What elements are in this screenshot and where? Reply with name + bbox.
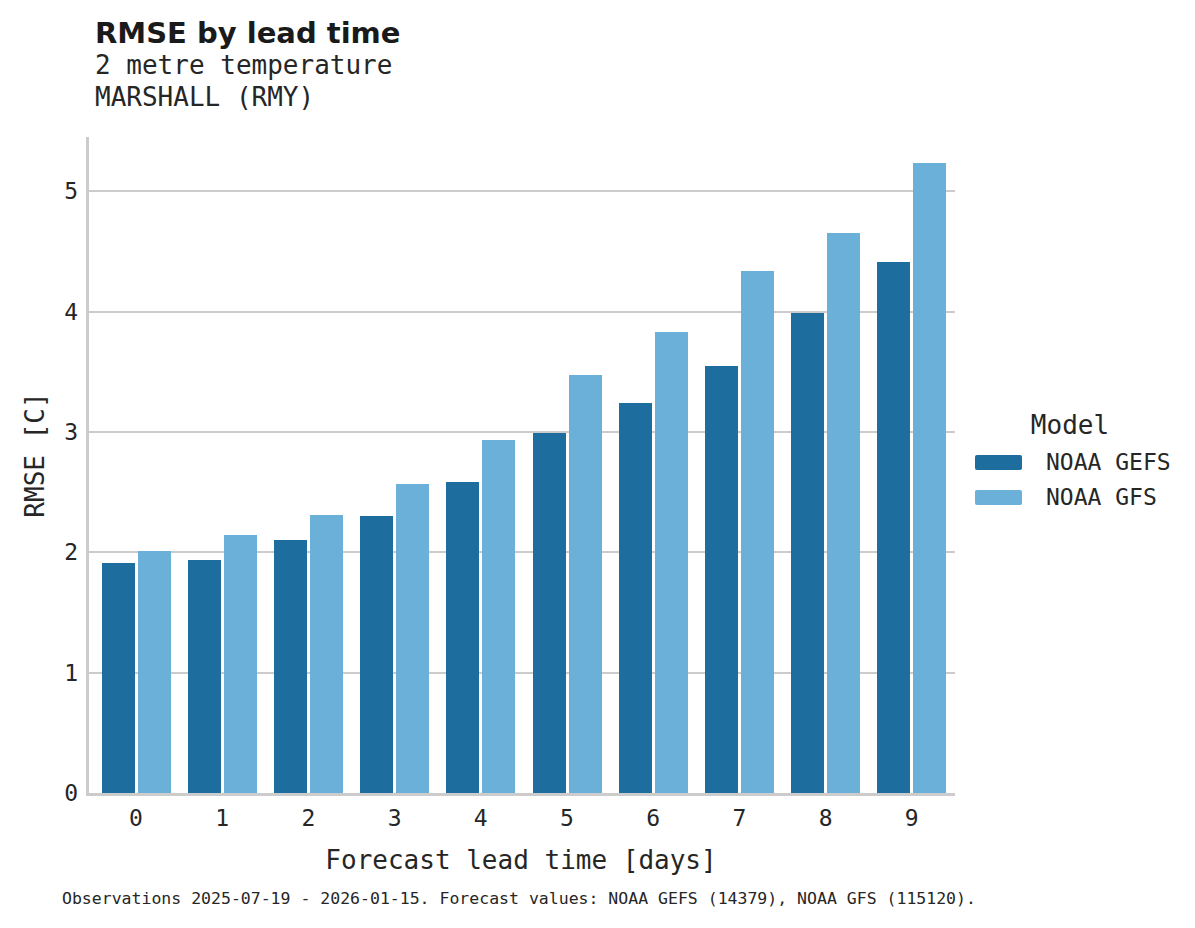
bar-noaa-gfs-lead-0 [138,551,171,793]
legend-swatch-noaa-gfs [975,490,1022,505]
y-tick-label-1: 1 [20,659,78,687]
bar-noaa-gefs-lead-8 [791,313,824,793]
bar-noaa-gfs-lead-7 [741,271,774,793]
chart-subtitle-variable: 2 metre temperature [95,50,392,80]
x-tick-label-1: 1 [187,804,257,832]
chart-title: RMSE by lead time [95,16,400,50]
x-axis-spine [86,793,955,796]
x-tick-label-4: 4 [446,804,516,832]
bar-noaa-gfs-lead-4 [482,440,515,793]
legend: Model NOAA GEFS NOAA GFS [975,410,1175,520]
y-axis-title: RMSE [C] [20,390,46,520]
bar-noaa-gefs-lead-6 [619,403,652,793]
y-tick-label-0: 0 [20,779,78,807]
bar-noaa-gfs-lead-3 [396,484,429,793]
bar-noaa-gfs-lead-6 [655,332,688,793]
legend-swatch-noaa-gefs [975,455,1022,470]
bar-noaa-gfs-lead-8 [827,233,860,793]
legend-title: Model [975,410,1165,440]
y-tick-label-2: 2 [20,538,78,566]
bar-noaa-gfs-lead-2 [310,515,343,793]
bar-noaa-gefs-lead-0 [102,563,135,793]
chart-subtitle-station: MARSHALL (RMY) [95,82,314,112]
x-tick-label-0: 0 [101,804,171,832]
bar-noaa-gefs-lead-3 [360,516,393,793]
gridline-y-3 [88,431,955,433]
x-tick-label-8: 8 [791,804,861,832]
bar-noaa-gefs-lead-4 [446,482,479,793]
legend-entry-label: NOAA GFS [1046,485,1157,510]
gridline-y-4 [88,311,955,313]
bar-noaa-gfs-lead-9 [913,163,946,793]
gridline-y-2 [88,551,955,553]
legend-entry-label: NOAA GEFS [1046,450,1171,475]
legend-entry-noaa-gfs: NOAA GFS [975,485,1175,510]
x-axis-title: Forecast lead time [days] [321,845,721,875]
plot-area [88,137,955,793]
y-tick-label-3: 3 [20,418,78,446]
bar-noaa-gefs-lead-7 [705,366,738,793]
y-axis-spine [86,137,89,796]
x-tick-label-5: 5 [532,804,602,832]
y-tick-label-4: 4 [20,298,78,326]
legend-entry-noaa-gefs: NOAA GEFS [975,450,1175,475]
x-tick-label-9: 9 [877,804,947,832]
x-tick-label-6: 6 [618,804,688,832]
caption: Observations 2025-07-19 - 2026-01-15. Fo… [62,889,976,908]
rmse-bar-chart-figure: RMSE by lead time 2 metre temperature MA… [0,0,1195,928]
bar-noaa-gefs-lead-1 [188,560,221,794]
x-tick-label-2: 2 [273,804,343,832]
gridline-y-5 [88,190,955,192]
bar-noaa-gefs-lead-5 [533,433,566,793]
bar-noaa-gfs-lead-1 [224,535,257,793]
y-tick-label-5: 5 [20,177,78,205]
x-tick-label-3: 3 [360,804,430,832]
x-tick-label-7: 7 [704,804,774,832]
bar-noaa-gefs-lead-9 [877,262,910,793]
bar-noaa-gfs-lead-5 [569,375,602,793]
bar-noaa-gefs-lead-2 [274,540,307,793]
legend-entries: NOAA GEFS NOAA GFS [975,450,1175,510]
